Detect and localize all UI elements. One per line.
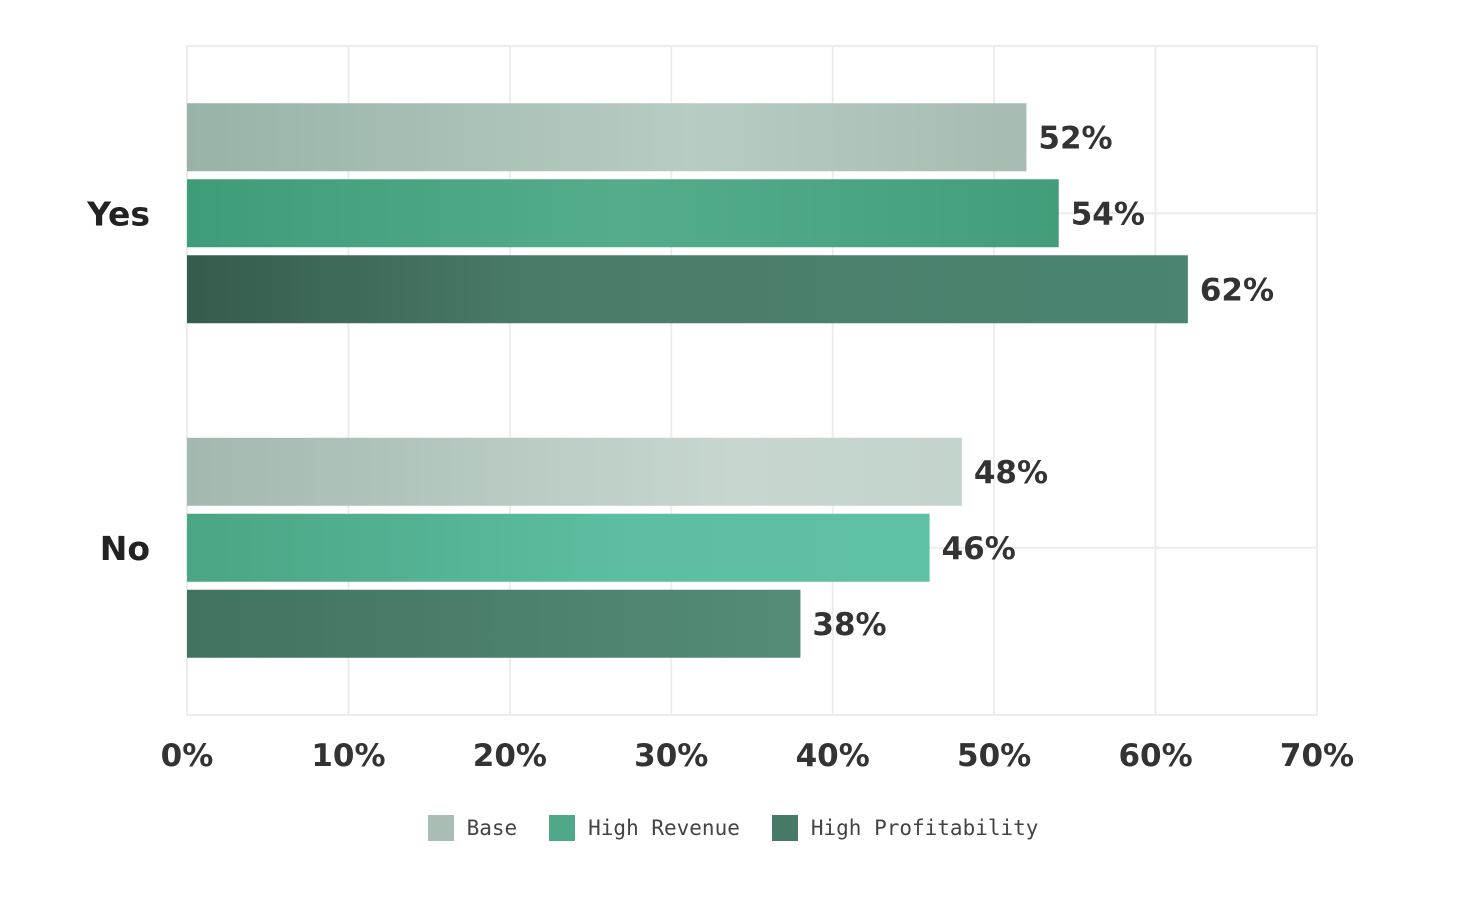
legend-item-high-revenue[interactable]: High Revenue <box>549 815 740 841</box>
legend-item-high-profitability[interactable]: High Profitability <box>771 815 1039 841</box>
data-label: 54% <box>1071 196 1145 232</box>
bar-base-yes[interactable] <box>187 103 1027 172</box>
data-label: 46% <box>942 531 1016 567</box>
bar-high-profitability-yes[interactable] <box>187 255 1188 324</box>
x-tick-label: 20% <box>473 738 547 774</box>
x-tick-label: 50% <box>957 738 1031 774</box>
data-label: 52% <box>1038 120 1112 156</box>
legend-label-high-profitability: High Profitability <box>810 816 1039 840</box>
x-tick-label: 60% <box>1118 738 1192 774</box>
legend-label-high-revenue: High Revenue <box>588 816 740 840</box>
legend: Base High Revenue High Profitability <box>0 815 1466 841</box>
bar-high-revenue-yes[interactable] <box>187 179 1059 248</box>
data-label: 62% <box>1200 272 1274 308</box>
category-label: No <box>100 529 150 568</box>
x-tick-label: 0% <box>161 738 214 774</box>
legend-item-base[interactable]: Base <box>427 815 518 841</box>
legend-swatch-high-profitability <box>771 815 798 841</box>
bar-base-no[interactable] <box>187 437 962 506</box>
x-tick-label: 10% <box>311 738 385 774</box>
data-label: 48% <box>974 455 1048 491</box>
category-label: Yes <box>86 194 150 233</box>
x-tick-label: 70% <box>1280 738 1354 774</box>
bars <box>187 103 1188 658</box>
legend-label-base: Base <box>466 816 518 840</box>
labels: 0% 10% 20% 30% 40% 50% 60% 70% Yes 52% 54% 62% No 48%… <box>86 120 1354 774</box>
legend-swatch-high-revenue <box>549 815 576 841</box>
bar-high-profitability-no[interactable] <box>187 589 801 658</box>
x-tick-label: 30% <box>634 738 708 774</box>
x-tick-label: 40% <box>796 738 870 774</box>
legend-swatch-base <box>427 815 454 841</box>
bar-high-revenue-no[interactable] <box>187 513 930 582</box>
data-label: 38% <box>812 607 886 643</box>
